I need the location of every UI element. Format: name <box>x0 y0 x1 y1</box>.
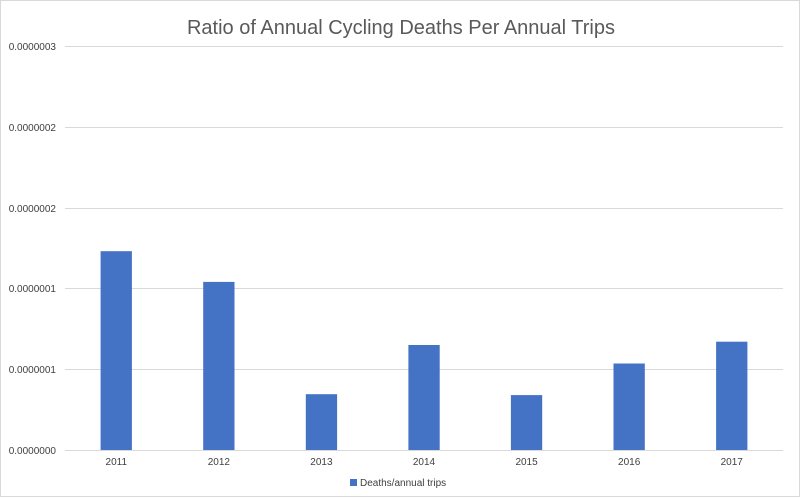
x-tick-label: 2012 <box>208 457 231 468</box>
y-tick-label: 0.0000000 <box>9 446 57 457</box>
legend-swatch <box>350 479 357 486</box>
x-tick-label: 2011 <box>106 457 128 468</box>
bars <box>100 251 748 450</box>
x-tick-label: 2013 <box>310 457 333 468</box>
legend-label: Deaths/annual trips <box>360 478 446 489</box>
x-tick-label: 2017 <box>721 457 744 468</box>
y-tick-label: 0.0000001 <box>9 365 57 376</box>
x-tick-label: 2014 <box>413 457 436 468</box>
legend: Deaths/annual trips <box>350 478 446 489</box>
chart-title: Ratio of Annual Cycling Deaths Per Annua… <box>187 17 615 39</box>
bar-2012 <box>203 281 235 450</box>
x-tick-label: 2015 <box>515 457 538 468</box>
x-tick-label: 2016 <box>618 457 641 468</box>
x-axis-tick-labels: 2011 2012 2013 2014 2015 2016 2017 <box>106 457 744 468</box>
bar-2016 <box>613 363 645 450</box>
bar-2011 <box>100 251 132 450</box>
y-tick-label: 0.0000001 <box>9 284 57 295</box>
bar-2017 <box>716 341 748 450</box>
y-tick-label: 0.0000002 <box>9 204 57 215</box>
y-tick-label: 0.0000002 <box>9 123 57 134</box>
y-tick-label: 0.0000003 <box>9 42 57 53</box>
bar-2015 <box>510 395 543 450</box>
gridlines <box>65 46 783 451</box>
bar-2014 <box>408 345 440 450</box>
y-axis-tick-labels: 0.0000000 0.0000001 0.0000001 0.0000002 0.00… <box>9 42 57 457</box>
bar-2013 <box>305 394 338 450</box>
